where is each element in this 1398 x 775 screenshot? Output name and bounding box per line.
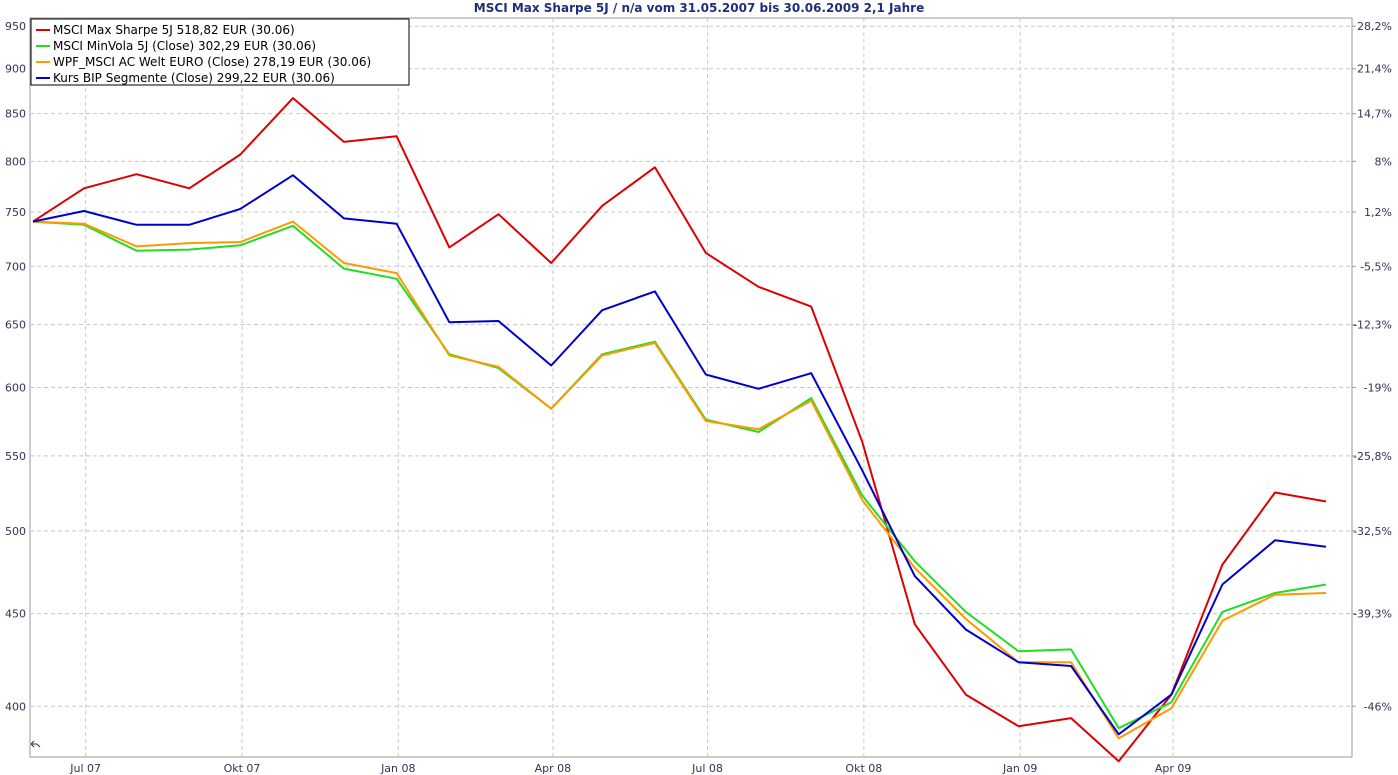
- series-line-4: [32, 174, 1327, 736]
- y-tick-label-right: 1,2%: [1364, 206, 1392, 219]
- legend-entry-4: Kurs BIP Segmente (Close) 299,22 EUR (30…: [53, 71, 335, 85]
- y-tick-label-right: 14,7%: [1357, 108, 1392, 121]
- y-tick-label-left: 850: [5, 108, 26, 121]
- y-tick-label-left: 600: [5, 382, 26, 395]
- chart-title: MSCI Max Sharpe 5J / n/a vom 31.05.2007 …: [473, 1, 925, 15]
- y-tick-label-left: 750: [5, 206, 26, 219]
- y-tick-label-left: 800: [5, 155, 26, 168]
- legend-entry-3: WPF_MSCI AC Welt EURO (Close) 278,19 EUR…: [53, 55, 371, 69]
- y-tick-label-right: -46%: [1364, 700, 1392, 713]
- grid-lines: [30, 18, 1352, 757]
- x-tick-label: Apr 08: [535, 762, 572, 775]
- x-tick-label: Jan 09: [1002, 762, 1037, 775]
- y-tick-label-left: 500: [5, 525, 26, 538]
- x-tick-label: Okt 08: [845, 762, 882, 775]
- y-tick-label-right: -39,3%: [1353, 608, 1392, 621]
- y-tick-label-right: -12,3%: [1353, 319, 1392, 332]
- x-tick-label: Okt 07: [224, 762, 261, 775]
- y-axis-left: 400 450 500 550 600 650 700 750 800 850 900 950: [5, 20, 26, 713]
- y-tick-label-right: 21,4%: [1357, 63, 1392, 76]
- y-tick-label-right: 8%: [1375, 155, 1392, 168]
- y-tick-label-left: 550: [5, 450, 26, 463]
- y-tick-label-right: -19%: [1364, 382, 1392, 395]
- series-line-1: [32, 97, 1327, 763]
- y-tick-label-left: 950: [5, 20, 26, 33]
- x-tick-label: Jul 08: [691, 762, 723, 775]
- y-tick-label-right: 28,2%: [1357, 20, 1392, 33]
- x-tick-label: Jul 07: [69, 762, 101, 775]
- y-tick-label-left: 900: [5, 63, 26, 76]
- series-line-3: [32, 220, 1327, 740]
- x-axis: Jul 07 Okt 07 Jan 08 Apr 08 Jul 08 Okt 08 Jan …: [69, 762, 1191, 775]
- zoom-icon[interactable]: [30, 740, 41, 748]
- y-tick-label-right: -32,5%: [1353, 525, 1392, 538]
- y-tick-label-right: -25,8%: [1353, 450, 1392, 463]
- y-tick-label-left: 700: [5, 260, 26, 273]
- y-tick-label-right: -5,5%: [1360, 260, 1392, 273]
- y-tick-label-left: 450: [5, 608, 26, 621]
- legend-entry-1: MSCI Max Sharpe 5J 518,82 EUR (30.06): [53, 23, 295, 37]
- y-tick-label-left: 400: [5, 700, 26, 713]
- x-tick-label: Apr 09: [1155, 762, 1192, 775]
- legend: MSCI Max Sharpe 5J 518,82 EUR (30.06) MSC…: [30, 18, 410, 86]
- legend-box: [30, 18, 410, 86]
- x-tick-label: Jan 08: [380, 762, 415, 775]
- y-tick-label-left: 650: [5, 319, 26, 332]
- series-lines: [32, 97, 1327, 763]
- legend-entry-2: MSCI MinVola 5J (Close) 302,29 EUR (30.0…: [53, 39, 316, 53]
- y-axis-right: 28,2% 21,4% 14,7% 8% 1,2% -5,5% -12,3% -19% -25,…: [1352, 20, 1392, 713]
